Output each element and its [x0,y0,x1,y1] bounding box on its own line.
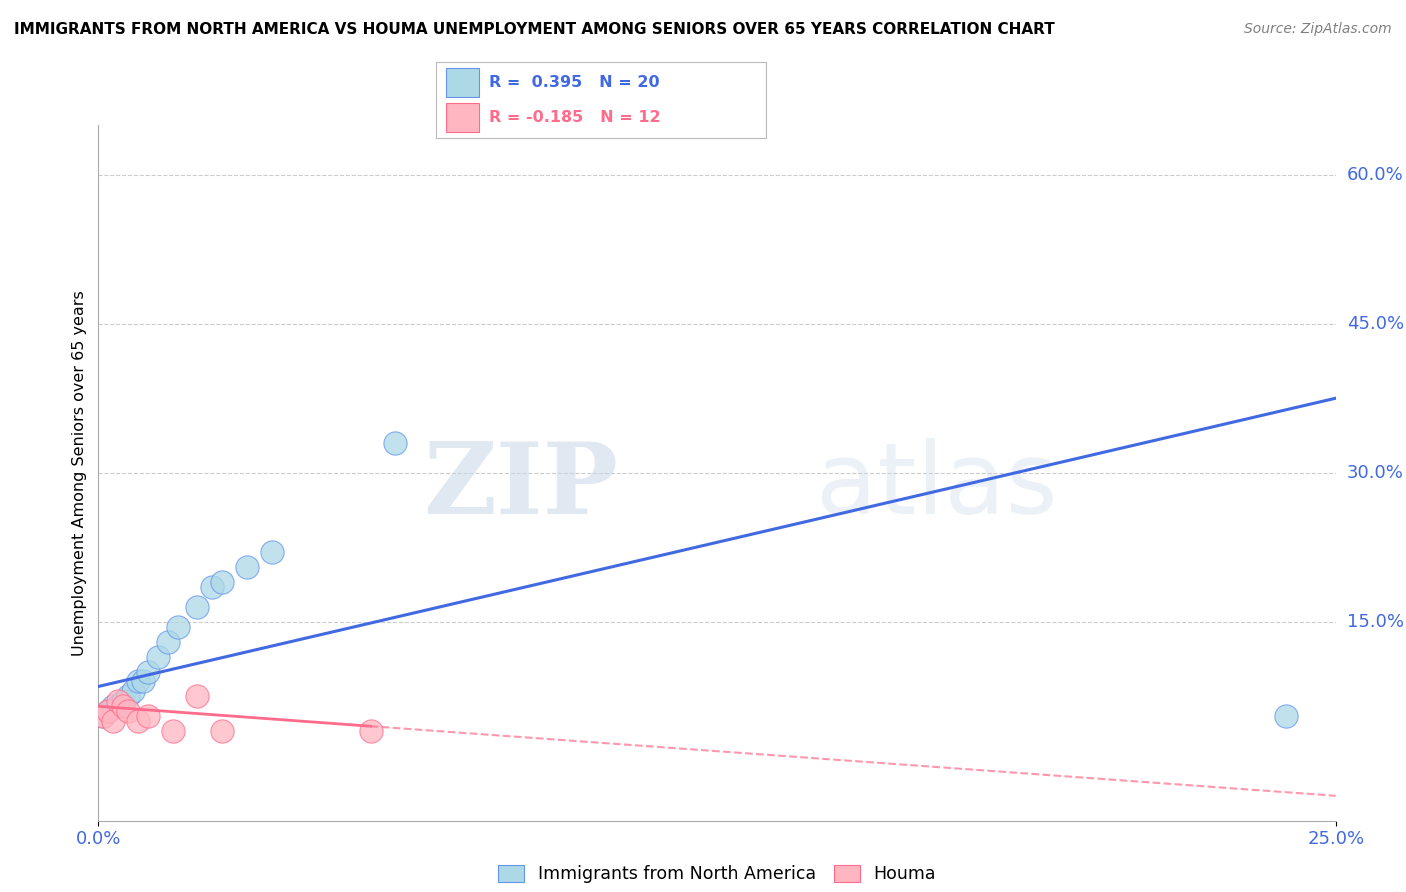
Point [236,560,259,574]
Point [1275,709,1298,723]
Point [107,699,129,714]
Point [93,709,115,723]
Point [103,714,125,729]
Legend: Immigrants from North America, Houma: Immigrants from North America, Houma [489,855,945,892]
Point [127,714,149,729]
Point [384,436,406,450]
Point [127,674,149,689]
FancyBboxPatch shape [446,103,479,132]
Point [360,724,382,739]
Text: 45.0%: 45.0% [1347,315,1405,333]
Point [211,724,233,739]
Text: 15.0%: 15.0% [1347,613,1403,631]
Point [117,690,139,704]
Point [162,724,184,739]
Point [186,690,208,704]
Point [211,575,233,590]
Point [156,634,179,648]
Point [186,599,208,614]
Y-axis label: Unemployment Among Seniors over 65 years: Unemployment Among Seniors over 65 years [72,290,87,656]
Text: ZIP: ZIP [423,438,619,535]
Text: R = -0.185   N = 12: R = -0.185 N = 12 [489,111,661,125]
Point [107,694,129,708]
Point [260,545,283,559]
Text: 60.0%: 60.0% [1347,166,1403,184]
Point [93,709,115,723]
Text: 30.0%: 30.0% [1347,464,1403,482]
Text: IMMIGRANTS FROM NORTH AMERICA VS HOUMA UNEMPLOYMENT AMONG SENIORS OVER 65 YEARS : IMMIGRANTS FROM NORTH AMERICA VS HOUMA U… [14,22,1054,37]
Point [97,704,120,718]
FancyBboxPatch shape [446,68,479,96]
Point [97,704,120,718]
Text: atlas: atlas [815,438,1057,535]
Point [146,649,169,664]
Point [112,699,135,714]
Text: Source: ZipAtlas.com: Source: ZipAtlas.com [1244,22,1392,37]
Point [132,674,155,689]
Point [136,709,159,723]
Point [166,620,188,634]
Point [201,580,224,594]
Point [122,684,145,698]
Point [112,694,135,708]
Point [136,665,159,679]
Point [117,704,139,718]
Text: R =  0.395   N = 20: R = 0.395 N = 20 [489,75,659,90]
Point [103,699,125,714]
